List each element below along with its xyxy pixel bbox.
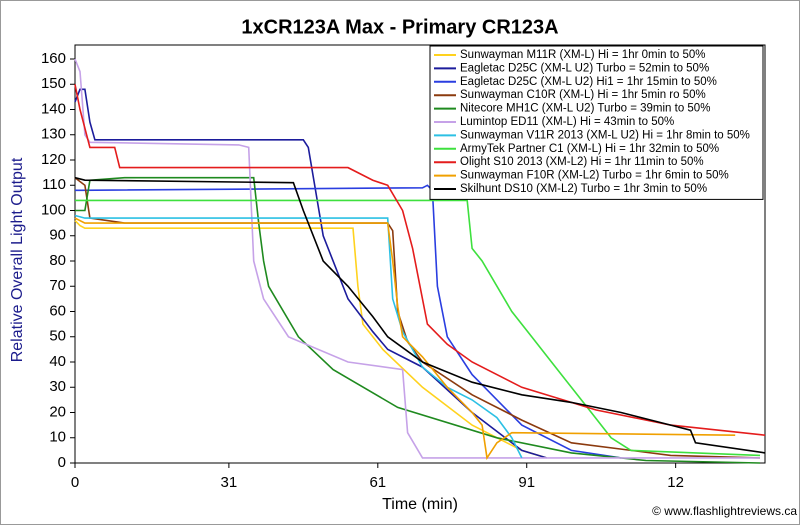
x-tick-label: 91: [518, 474, 535, 491]
y-tick-label: 130: [41, 126, 66, 143]
y-tick-label: 80: [49, 252, 66, 269]
y-tick-label: 20: [49, 403, 66, 420]
legend-label: Lumintop ED11 (XM-L) Hi = 43min to 50%: [460, 116, 674, 128]
series-line: [74, 84, 766, 436]
legend-label: Sunwayman V11R 2013 (XM-L U2) Hi = 1hr 8…: [460, 129, 750, 141]
series-line: [74, 58, 760, 459]
y-tick-label: 100: [41, 201, 66, 218]
legend-label: Nitecore MH1C (XM-L U2) Turbo = 39min to…: [460, 103, 710, 115]
x-tick-label: 61: [369, 474, 386, 491]
y-tick-label: 160: [41, 50, 66, 67]
chart-title: 1xCR123A Max - Primary CR123A: [241, 16, 558, 38]
y-tick-label: 50: [49, 328, 66, 345]
credit: © www.flashlightreviews.ca: [652, 504, 797, 518]
series-line: [75, 199, 761, 457]
y-tick-label: 140: [41, 100, 66, 117]
y-axis-label: Relative Overall Light Output: [9, 157, 26, 362]
y-tick-label: 90: [49, 227, 66, 244]
y-tick-label: 120: [41, 151, 66, 168]
series-line: [74, 176, 766, 454]
y-tick-label: 70: [49, 277, 66, 294]
legend-box: [429, 45, 764, 200]
legend-label: Olight S10 2013 (XM-L2) Hi = 1hr 11min t…: [460, 156, 704, 168]
legend-label: Sunwayman C10R (XM-L) Hi = 1hr 5min ro 5…: [460, 89, 706, 101]
y-tick-label: 60: [49, 302, 66, 319]
legend-label: Eagletac D25C (XM-L U2) Turbo = 52min to…: [460, 62, 709, 74]
y-tick-label: 0: [58, 454, 66, 471]
series-line: [74, 217, 736, 461]
legend-label: ArmyTek Partner C1 (XM-L) Hi = 1hr 32min…: [460, 143, 719, 155]
x-axis-label: Time (min): [382, 496, 458, 513]
legend-label: Sunwayman M11R (XM-L) Hi = 1hr 0min to 5…: [460, 49, 706, 61]
y-tick-label: 40: [49, 353, 66, 370]
series-line: [74, 220, 547, 459]
y-tick-label: 30: [49, 378, 66, 395]
x-tick-label: 0: [71, 474, 79, 491]
series-line: [74, 214, 523, 459]
x-tick-label: 12: [667, 474, 684, 491]
y-tick-label: 110: [42, 176, 66, 193]
y-tick-label: 10: [49, 429, 66, 446]
x-tick-label: 31: [221, 474, 238, 491]
series-line: [75, 176, 761, 464]
series-line: [74, 88, 547, 459]
legend-label: Sunwayman F10R (XM-L2) Turbo = 1hr 6min …: [460, 170, 729, 182]
series-line: [74, 177, 761, 459]
y-tick-label: 150: [41, 75, 66, 92]
legend-label: Skilhunt DS10 (XM-L2) Turbo = 1hr 3min t…: [460, 183, 707, 195]
legend-label: Eagletac D25C (XM-L U2) Hi1 = 1hr 15min …: [460, 76, 717, 88]
